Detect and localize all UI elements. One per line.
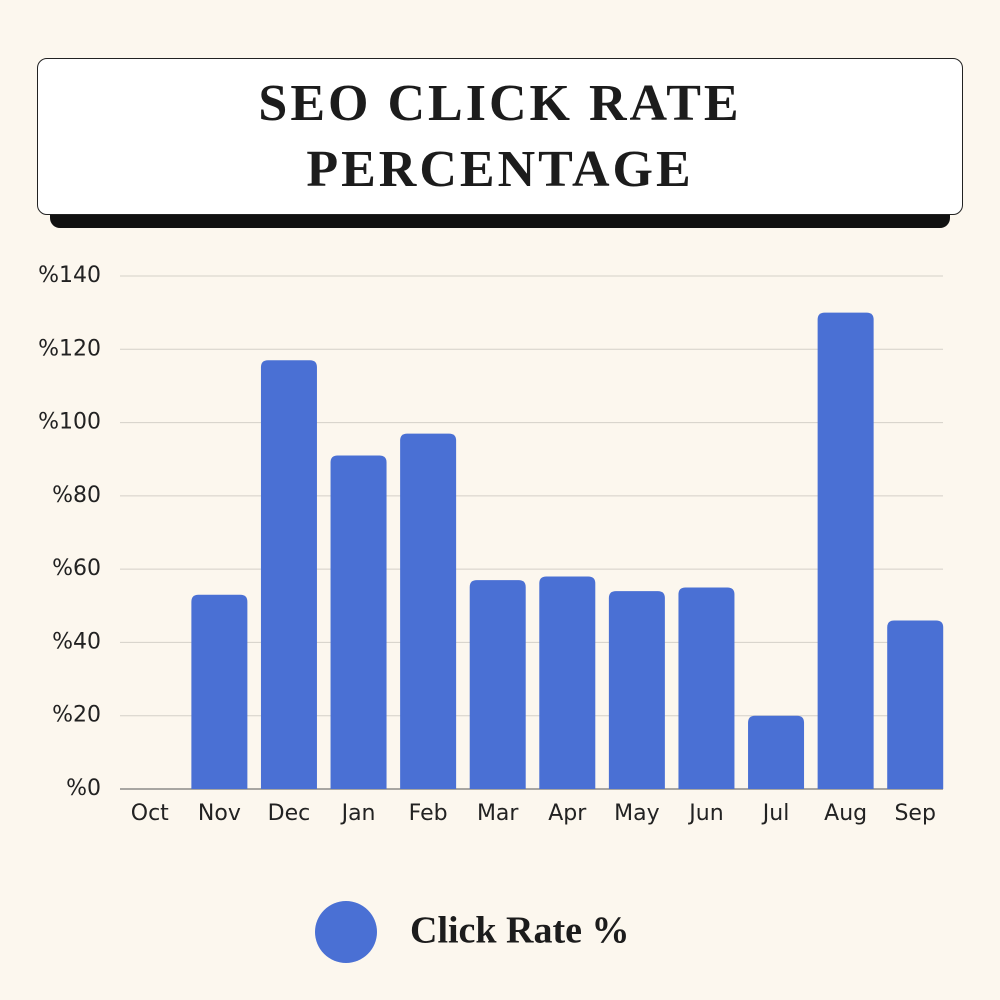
y-tick-label: %120 [38,336,101,361]
bar [260,360,317,789]
bar [539,576,596,789]
bar [400,433,457,789]
x-tick-label: Jul [761,801,790,826]
chart-title: SEO CLICK RATE PERCENTAGE [258,74,742,198]
bar [817,312,874,789]
bar [191,594,248,789]
bar [330,455,387,789]
y-tick-label: %140 [38,263,101,288]
y-tick-label: %20 [52,703,101,728]
legend-marker [315,901,377,963]
x-tick-label: Mar [477,801,519,826]
bar [678,587,735,789]
legend-label: Click Rate % [410,910,630,952]
y-tick-label: %100 [38,410,101,435]
title-box: SEO CLICK RATE PERCENTAGE [37,58,963,215]
bar [887,620,944,789]
y-tick-label: %40 [52,629,101,654]
y-tick-label: %80 [52,483,101,508]
x-tick-label: May [614,801,659,826]
x-tick-label: Feb [409,801,448,826]
y-tick-label: %60 [52,556,101,581]
x-tick-label: Jan [340,801,376,826]
x-tick-label: Dec [268,801,311,826]
x-tick-label: Aug [824,801,867,826]
bar [748,715,805,789]
bar [469,580,526,789]
x-tick-label: Oct [131,801,169,826]
y-tick-label: %0 [66,776,101,801]
x-tick-label: Sep [894,801,935,826]
x-tick-label: Nov [198,801,241,826]
x-tick-label: Jun [687,801,723,826]
bar [608,591,665,789]
x-tick-label: Apr [548,801,587,826]
